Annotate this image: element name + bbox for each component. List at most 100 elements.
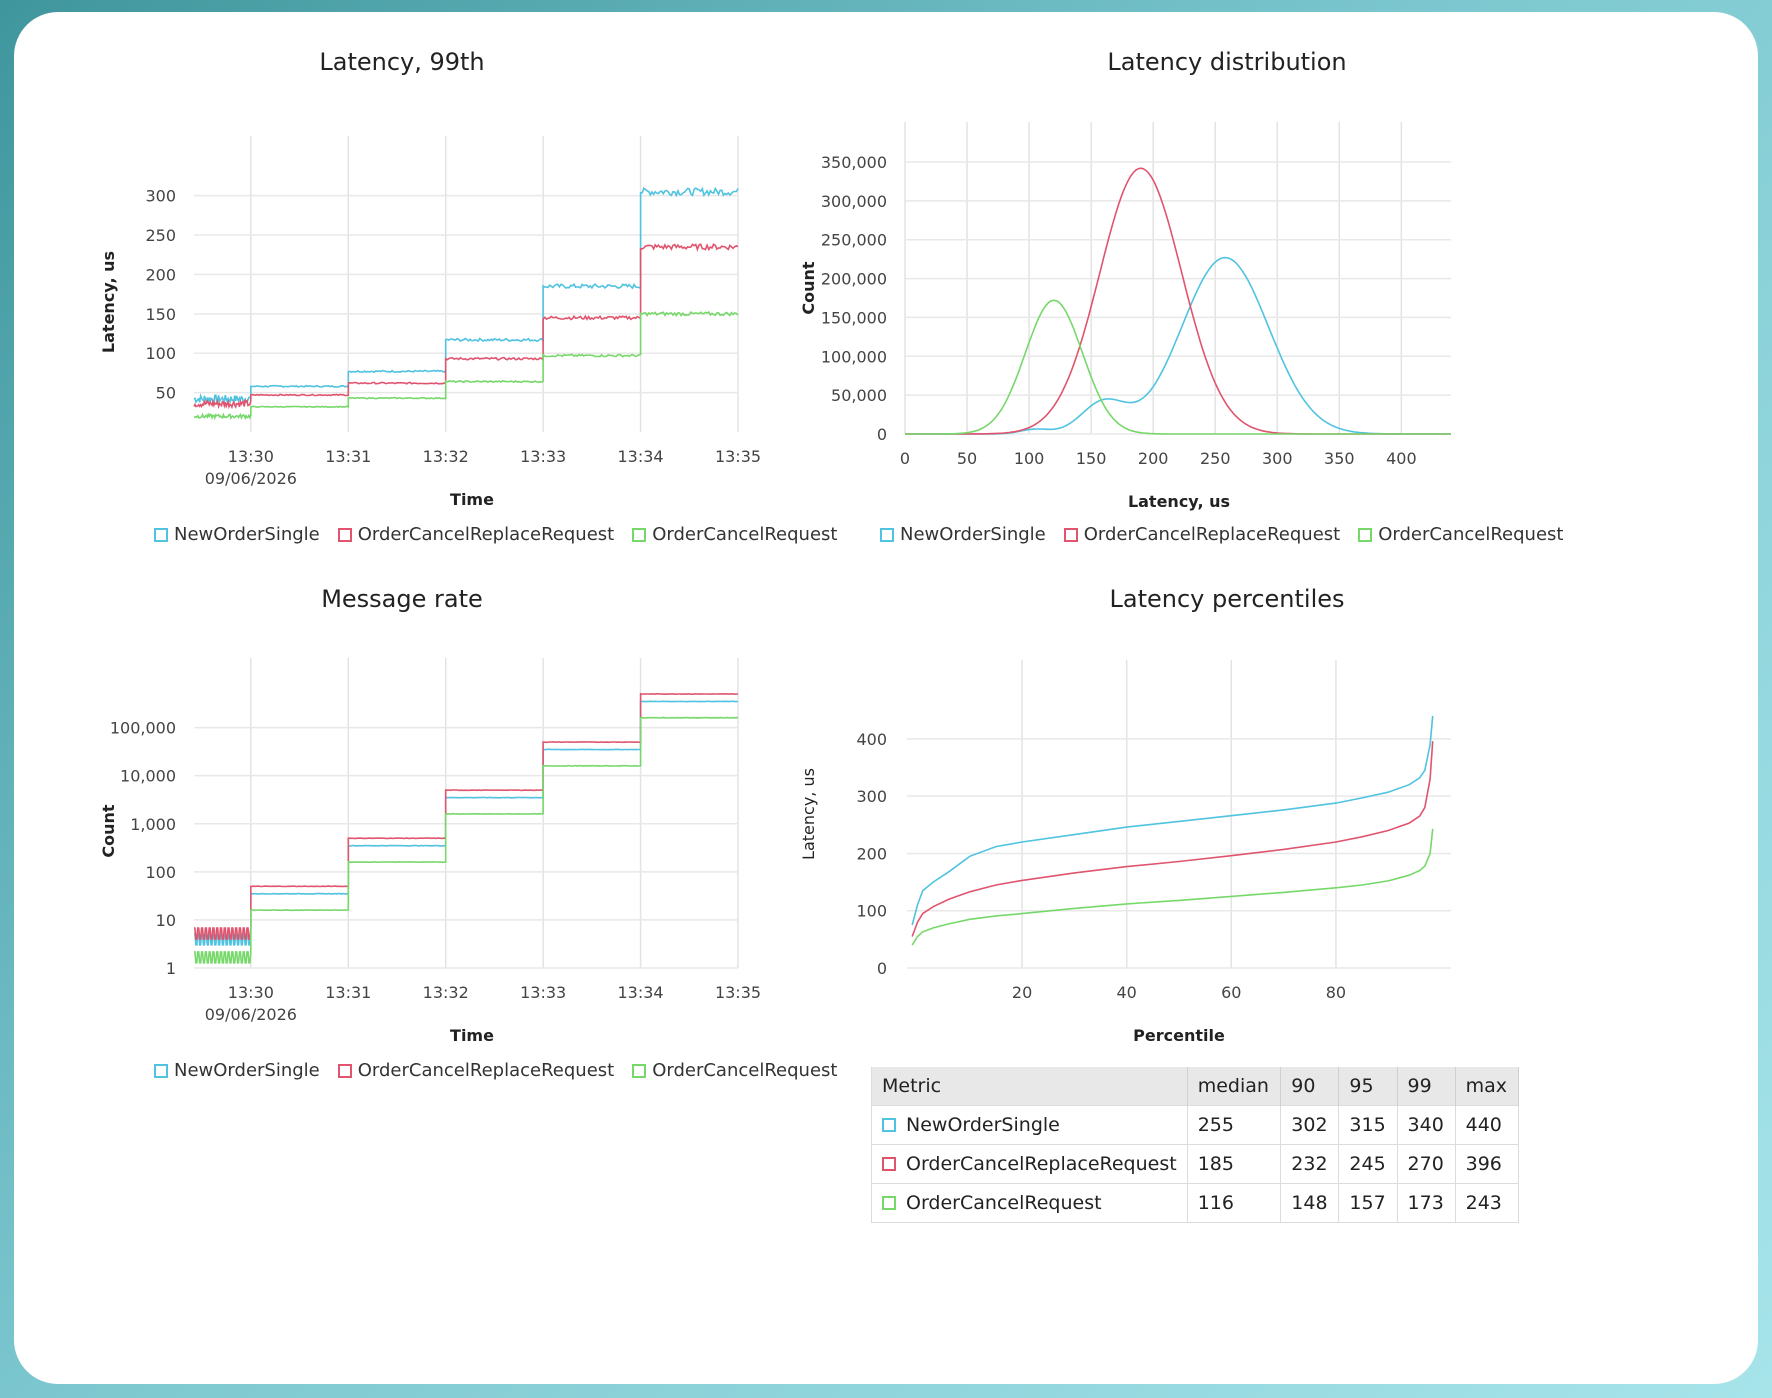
percentiles-x-tick: 60 <box>1221 983 1241 1002</box>
latency99-series-ordercancelreplacerequest <box>193 242 739 410</box>
msgrate-legend-label: OrderCancelReplaceRequest <box>357 1060 615 1081</box>
metric-label: OrderCancelReplaceRequest <box>906 1153 1177 1175</box>
msgrate-legend-swatch <box>154 1063 168 1078</box>
latdist-y-tick: 150,000 <box>821 308 887 327</box>
table-row: OrderCancelReplaceRequest 185 232 245 270 396 <box>871 1144 1520 1184</box>
msgrate-y-tick: 100 <box>145 863 176 882</box>
metric-swatch <box>882 1196 896 1210</box>
dashboard-card: Latency, 99th 13:30 13:31 13:32 13:33 13:34 1… <box>14 12 1758 1384</box>
latency99-legend-item-ordercancelreplacerequest[interactable]: OrderCancelReplaceRequest <box>337 524 614 545</box>
latency99-legend-item-ordercancelrequest[interactable]: OrderCancelRequest <box>632 524 837 545</box>
latency99-legend-swatch <box>154 527 168 542</box>
percentiles-chart: 20 40 60 80 0 100 200 300 400 Percentile Latency, … <box>799 660 1451 1045</box>
latdist-legend-item-ordercancelreplacerequest[interactable]: OrderCancelReplaceRequest <box>1063 524 1340 545</box>
value-cell: 255 <box>1187 1105 1282 1145</box>
value-cell: 157 <box>1338 1183 1398 1223</box>
latdist-y-tick: 200,000 <box>821 270 887 289</box>
latdist-x-tick: 0 <box>900 449 910 468</box>
latency99-x-tick: 13:34 <box>618 447 664 466</box>
percentiles-x-axis-label: Percentile <box>1133 1026 1225 1045</box>
msgrate-title: Message rate <box>321 585 483 613</box>
msgrate-x-tick: 13:35 <box>715 983 761 1002</box>
percentile-table: Metric median 90 95 99 max NewOrderSingl… <box>871 1067 1520 1223</box>
value-cell: 232 <box>1280 1144 1340 1184</box>
value-cell: 245 <box>1338 1144 1398 1184</box>
msgrate-x-tick: 13:30 <box>228 983 274 1002</box>
latency99-y-tick: 200 <box>145 265 176 284</box>
msgrate-legend-item-ordercancelreplacerequest[interactable]: OrderCancelReplaceRequest <box>337 1060 615 1081</box>
metric-swatch <box>882 1157 896 1171</box>
percentiles-series-ordercancelrequest <box>911 828 1434 946</box>
metric-name: OrderCancelReplaceRequest <box>882 1153 1177 1175</box>
msgrate-y-tick: 1,000 <box>130 815 176 834</box>
latdist-x-tick: 50 <box>957 449 977 468</box>
msgrate-legend-swatch <box>337 1063 352 1078</box>
latdist-x-tick: 350 <box>1324 449 1355 468</box>
latdist-legend-item-newordersingle[interactable]: NewOrderSingle <box>880 524 1046 545</box>
latency99-x-axis-label: Time <box>450 490 494 509</box>
latdist-y-tick: 250,000 <box>821 231 887 250</box>
value-cell: 440 <box>1455 1105 1520 1145</box>
latency99-panel: Latency, 99th <box>14 12 886 612</box>
metric-name: OrderCancelRequest <box>882 1192 1177 1214</box>
percentiles-series-ordercancelreplacerequest <box>911 741 1434 937</box>
msgrate-chart: 13:30 13:31 13:32 13:33 13:34 13:35 09/06/2026… <box>99 658 761 1045</box>
metric-label: OrderCancelRequest <box>906 1192 1102 1214</box>
msgrate-legend-label: OrderCancelRequest <box>652 1060 838 1081</box>
percentiles-y-tick: 100 <box>856 902 887 921</box>
msgrate-y-tick: 100,000 <box>110 719 176 738</box>
latency99-x-tick: 13:31 <box>325 447 371 466</box>
latency99-y-tick: 150 <box>145 305 176 324</box>
latdist-legend-label: NewOrderSingle <box>900 524 1046 545</box>
latency99-legend-item-newordersingle[interactable]: NewOrderSingle <box>154 524 320 545</box>
msgrate-legend-swatch <box>632 1063 647 1078</box>
percentiles-panel: Latency percentiles <box>886 585 1758 1212</box>
msgrate-x-axis-label: Time <box>450 1026 494 1045</box>
latdist-chart: 0 50 100 150 200 250 300 350 400 0 50,000 100,000 15… <box>799 122 1451 511</box>
value-cell: 315 <box>1338 1105 1398 1145</box>
msgrate-x-tick: 13:31 <box>325 983 371 1002</box>
latdist-x-tick: 250 <box>1200 449 1231 468</box>
msgrate-y-tick: 1 <box>166 959 176 978</box>
value-cell: 173 <box>1397 1183 1456 1223</box>
latdist-y-tick: 0 <box>877 425 887 444</box>
table-header-row: Metric median 90 95 99 max <box>871 1067 1520 1106</box>
percentiles-x-tick: 20 <box>1012 983 1032 1002</box>
header-95: 95 <box>1338 1067 1398 1106</box>
msgrate-y-tick: 10 <box>156 911 176 930</box>
msgrate-x-date: 09/06/2026 <box>205 1005 297 1024</box>
msgrate-legend-item-newordersingle[interactable]: NewOrderSingle <box>154 1060 320 1081</box>
msgrate-series-ordercancelrequest <box>194 716 739 964</box>
latdist-y-tick: 350,000 <box>821 153 887 172</box>
latdist-x-tick: 400 <box>1386 449 1417 468</box>
latdist-legend-swatch <box>880 527 894 542</box>
msgrate-panel: Message rate <box>14 585 886 1212</box>
metric-cell: NewOrderSingle <box>871 1105 1188 1145</box>
latency99-legend-label: OrderCancelRequest <box>652 524 838 545</box>
percentiles-y-tick: 200 <box>856 844 887 863</box>
msgrate-y-axis-label: Count <box>99 804 118 858</box>
metric-cell: OrderCancelReplaceRequest <box>871 1144 1188 1184</box>
latdist-legend-swatch <box>1358 527 1373 542</box>
msgrate-legend-label: NewOrderSingle <box>174 1060 320 1081</box>
latency99-legend: NewOrderSingle OrderCancelReplaceRequest O… <box>154 524 837 545</box>
percentiles-series-newordersingle <box>911 715 1434 926</box>
percentiles-y-tick: 400 <box>856 730 887 749</box>
latdist-legend-swatch <box>1063 527 1078 542</box>
table-row: OrderCancelRequest 116 148 157 173 243 <box>871 1183 1520 1223</box>
metric-name: NewOrderSingle <box>882 1114 1177 1136</box>
msgrate-legend-item-ordercancelrequest[interactable]: OrderCancelRequest <box>632 1060 837 1081</box>
latdist-x-tick: 200 <box>1138 449 1169 468</box>
header-max: max <box>1455 1067 1520 1106</box>
latdist-x-tick: 100 <box>1014 449 1045 468</box>
latency99-chart: 13:30 13:31 13:32 13:33 13:34 13:35 09/06/2026… <box>99 136 761 509</box>
latdist-panel: Latency distribution <box>886 12 1758 612</box>
latdist-series-ordercancelrequest <box>905 299 1451 435</box>
value-cell: 340 <box>1397 1105 1456 1145</box>
table-row: NewOrderSingle 255 302 315 340 440 <box>871 1105 1520 1145</box>
latdist-x-tick: 150 <box>1076 449 1107 468</box>
header-90: 90 <box>1280 1067 1340 1106</box>
header-median: median <box>1187 1067 1282 1106</box>
latdist-legend-item-ordercancelrequest[interactable]: OrderCancelRequest <box>1358 524 1563 545</box>
